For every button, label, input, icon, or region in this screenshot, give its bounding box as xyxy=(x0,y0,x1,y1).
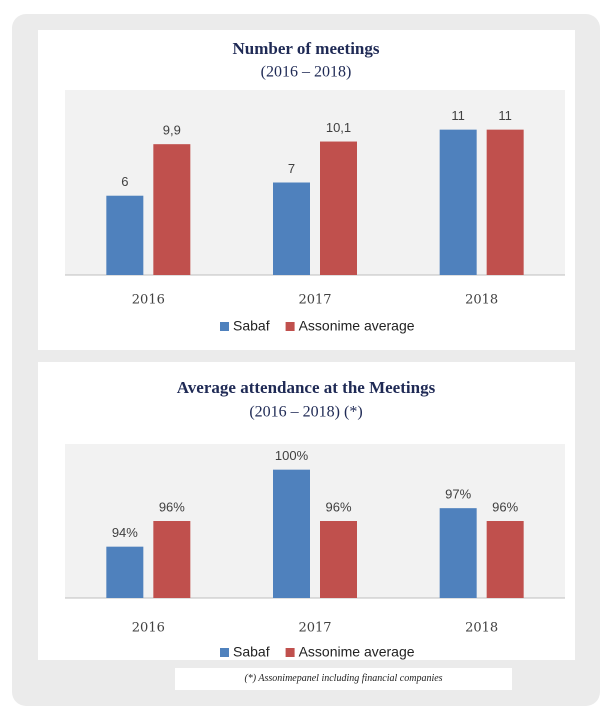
x-tick-label: 2018 xyxy=(465,293,498,308)
bar xyxy=(106,546,144,598)
value-label: 97% xyxy=(445,487,471,502)
chart-subtitle: (2016 – 2018) (*) xyxy=(249,404,362,421)
legend-swatch xyxy=(220,322,229,331)
bar xyxy=(486,129,524,275)
value-label: 6 xyxy=(121,174,128,189)
x-tick-label: 2018 xyxy=(465,621,498,636)
chart: Number of meetings (2016 – 2018) 2016 6 9,9 2… xyxy=(65,39,565,334)
value-label: 9,9 xyxy=(163,123,181,138)
bar xyxy=(439,508,477,598)
plot-area xyxy=(65,444,565,598)
chart-subtitle: (2016 – 2018) xyxy=(261,64,352,81)
chart-title: Number of meetings xyxy=(233,39,380,58)
bar xyxy=(439,129,477,275)
bar xyxy=(273,182,310,275)
legend-label: Sabaf xyxy=(233,644,270,660)
value-label: 96% xyxy=(492,499,518,514)
legend-label: Sabaf xyxy=(233,318,270,334)
legend-swatch xyxy=(220,648,229,657)
value-label: 96% xyxy=(325,499,351,514)
chart: Average attendance at the Meetings (2016 … xyxy=(65,378,565,660)
chart-title: Average attendance at the Meetings xyxy=(177,378,436,397)
value-label: 10,1 xyxy=(326,120,351,135)
chart-panel: Number of meetings (2016 – 2018) 2016 6 9,9 2… xyxy=(38,30,575,350)
bar xyxy=(153,521,191,598)
value-label: 11 xyxy=(498,108,512,123)
x-tick-label: 2016 xyxy=(132,621,165,636)
bar xyxy=(106,195,144,275)
legend-label: Assonime average xyxy=(299,644,415,660)
bar xyxy=(153,144,191,275)
value-label: 96% xyxy=(159,499,185,514)
footnote: (*) Assonimepanel including financial co… xyxy=(175,668,512,690)
x-tick-label: 2017 xyxy=(298,293,331,308)
legend-swatch xyxy=(285,322,295,331)
value-label: 11 xyxy=(451,108,465,123)
value-label: 7 xyxy=(288,161,295,176)
value-label: 94% xyxy=(112,525,138,540)
x-tick-label: 2016 xyxy=(132,293,165,308)
bar xyxy=(486,521,524,598)
plot-area xyxy=(65,90,565,275)
x-tick-label: 2017 xyxy=(298,621,331,636)
bar xyxy=(320,521,357,598)
legend-label: Assonime average xyxy=(299,318,415,334)
legend-swatch xyxy=(285,648,295,657)
bar xyxy=(320,141,357,275)
chart-panel: Average attendance at the Meetings (2016 … xyxy=(38,362,575,660)
bar xyxy=(273,469,310,598)
value-label: 100% xyxy=(275,448,309,463)
